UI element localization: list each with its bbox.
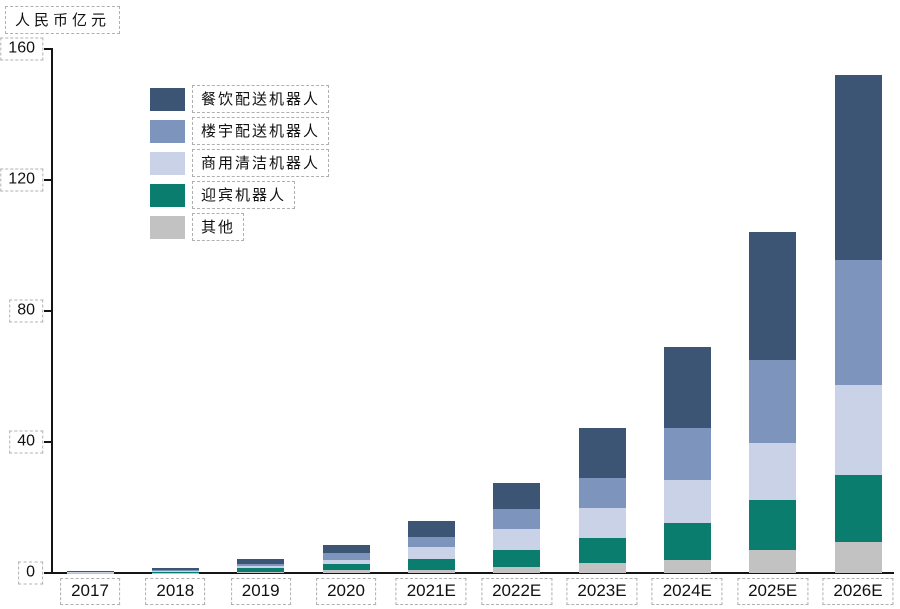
bar-segment-2020-楼宇配送机器人 bbox=[322, 553, 370, 560]
x-tick-label-2022E: 2022E bbox=[481, 578, 553, 605]
x-tick-label-2018: 2018 bbox=[145, 578, 206, 605]
bar-segment-2024E-迎宾机器人 bbox=[663, 522, 711, 560]
bar-segment-2024E-商用清洁机器人 bbox=[663, 480, 711, 523]
bar-segment-2022E-楼宇配送机器人 bbox=[493, 509, 541, 530]
bar-segment-2024E-其他 bbox=[663, 559, 711, 573]
bar-segment-2021E-楼宇配送机器人 bbox=[407, 537, 455, 548]
bar-segment-2026E-其他 bbox=[834, 541, 882, 573]
x-tick-label-2023E: 2023E bbox=[566, 578, 638, 605]
legend-label-其他: 其他 bbox=[192, 213, 245, 241]
bar-segment-2019-迎宾机器人 bbox=[237, 568, 285, 572]
x-tick-label-2025E: 2025E bbox=[737, 578, 809, 605]
bar-segment-2025E-迎宾机器人 bbox=[749, 499, 797, 551]
bar-segment-2018-餐饮配送机器人 bbox=[151, 567, 199, 570]
bar-2024E bbox=[663, 49, 711, 573]
bar-2020 bbox=[322, 49, 370, 573]
bar-segment-2023E-楼宇配送机器人 bbox=[578, 478, 626, 509]
x-tick-label-2024E: 2024E bbox=[651, 578, 723, 605]
bar-segment-2021E-餐饮配送机器人 bbox=[407, 520, 455, 538]
bar-segment-2023E-商用清洁机器人 bbox=[578, 508, 626, 538]
bar-segment-2025E-其他 bbox=[749, 550, 797, 573]
legend-swatch-餐饮配送机器人 bbox=[150, 87, 185, 111]
bar-segment-2019-商用清洁机器人 bbox=[237, 566, 285, 569]
y-tick-label-120: 120 bbox=[0, 168, 43, 192]
y-tick-mark-40 bbox=[44, 441, 52, 443]
bar-segment-2026E-餐饮配送机器人 bbox=[834, 74, 882, 260]
bar-2017 bbox=[66, 49, 114, 573]
bar-segment-2023E-餐饮配送机器人 bbox=[578, 428, 626, 479]
y-tick-mark-0 bbox=[44, 572, 52, 574]
bar-segment-2017-餐饮配送机器人 bbox=[66, 571, 114, 573]
bar-segment-2018-商用清洁机器人 bbox=[151, 570, 199, 572]
bar-2026E bbox=[834, 49, 882, 573]
legend-label-迎宾机器人: 迎宾机器人 bbox=[192, 181, 296, 209]
legend-swatch-其他 bbox=[150, 215, 185, 239]
x-axis-line bbox=[51, 572, 894, 574]
y-tick-label-40: 40 bbox=[9, 430, 43, 454]
bar-segment-2024E-楼宇配送机器人 bbox=[663, 427, 711, 481]
legend-item-迎宾机器人: 迎宾机器人 bbox=[150, 181, 329, 209]
bar-segment-2025E-餐饮配送机器人 bbox=[749, 232, 797, 361]
bar-segment-2026E-商用清洁机器人 bbox=[834, 385, 882, 476]
legend-swatch-商用清洁机器人 bbox=[150, 151, 185, 175]
y-tick-mark-160 bbox=[44, 48, 52, 50]
legend-swatch-迎宾机器人 bbox=[150, 183, 185, 207]
bar-segment-2018-楼宇配送机器人 bbox=[151, 569, 199, 571]
x-tick-label-2017: 2017 bbox=[60, 578, 120, 605]
bar-2018 bbox=[151, 49, 199, 573]
bar-2023E bbox=[578, 49, 626, 573]
x-tick-label-2021E: 2021E bbox=[395, 578, 467, 605]
bar-segment-2022E-餐饮配送机器人 bbox=[493, 483, 541, 510]
bar-segment-2020-商用清洁机器人 bbox=[322, 559, 370, 565]
bar-segment-2018-迎宾机器人 bbox=[151, 571, 199, 573]
x-tick-label-2019: 2019 bbox=[230, 578, 291, 605]
bar-segment-2020-迎宾机器人 bbox=[322, 564, 370, 571]
bar-segment-2021E-商用清洁机器人 bbox=[407, 547, 455, 559]
bar-segment-2021E-其他 bbox=[407, 570, 455, 573]
bar-segment-2023E-迎宾机器人 bbox=[578, 537, 626, 564]
bar-segment-2026E-楼宇配送机器人 bbox=[834, 259, 882, 386]
bar-segment-2020-其他 bbox=[322, 570, 370, 573]
bar-segment-2019-餐饮配送机器人 bbox=[237, 559, 285, 564]
y-axis-line bbox=[51, 48, 53, 574]
legend-label-楼宇配送机器人: 楼宇配送机器人 bbox=[192, 117, 330, 145]
bar-segment-2022E-迎宾机器人 bbox=[493, 550, 541, 568]
legend-item-餐饮配送机器人: 餐饮配送机器人 bbox=[150, 85, 330, 113]
bar-segment-2026E-迎宾机器人 bbox=[834, 475, 882, 542]
bar-segment-2025E-楼宇配送机器人 bbox=[749, 360, 797, 444]
bar-segment-2023E-其他 bbox=[578, 563, 626, 573]
bar-segment-2021E-迎宾机器人 bbox=[407, 558, 455, 571]
legend: 餐饮配送机器人 楼宇配送机器人 商用清洁机器人 迎宾机器人其他 bbox=[150, 85, 330, 241]
bar-segment-2024E-餐饮配送机器人 bbox=[663, 347, 711, 428]
y-tick-label-160: 160 bbox=[0, 37, 43, 61]
legend-item-商用清洁机器人: 商用清洁机器人 bbox=[150, 149, 330, 177]
x-tick-label-2026E: 2026E bbox=[822, 578, 894, 605]
legend-item-其他: 其他 bbox=[150, 213, 329, 241]
bar-2021E bbox=[407, 49, 455, 573]
bar-segment-2019-楼宇配送机器人 bbox=[237, 563, 285, 567]
bar-segment-2022E-商用清洁机器人 bbox=[493, 529, 541, 551]
legend-label-餐饮配送机器人: 餐饮配送机器人 bbox=[192, 85, 330, 113]
y-tick-mark-120 bbox=[44, 179, 52, 181]
legend-swatch-楼宇配送机器人 bbox=[150, 119, 185, 143]
bar-segment-2020-餐饮配送机器人 bbox=[322, 545, 370, 554]
bar-segment-2022E-其他 bbox=[493, 567, 541, 573]
bar-2022E bbox=[493, 49, 541, 573]
y-tick-label-0: 0 bbox=[18, 561, 43, 585]
bar-2025E bbox=[749, 49, 797, 573]
bar-segment-2025E-商用清洁机器人 bbox=[749, 443, 797, 500]
y-axis-title: 人民币亿元 bbox=[5, 6, 121, 34]
legend-item-楼宇配送机器人: 楼宇配送机器人 bbox=[150, 117, 330, 145]
y-tick-label-80: 80 bbox=[9, 299, 43, 323]
legend-label-商用清洁机器人: 商用清洁机器人 bbox=[192, 149, 330, 177]
y-tick-mark-80 bbox=[44, 310, 52, 312]
x-tick-label-2020: 2020 bbox=[316, 578, 376, 605]
bar-segment-2019-其他 bbox=[237, 571, 285, 573]
bar-2019 bbox=[237, 49, 285, 573]
